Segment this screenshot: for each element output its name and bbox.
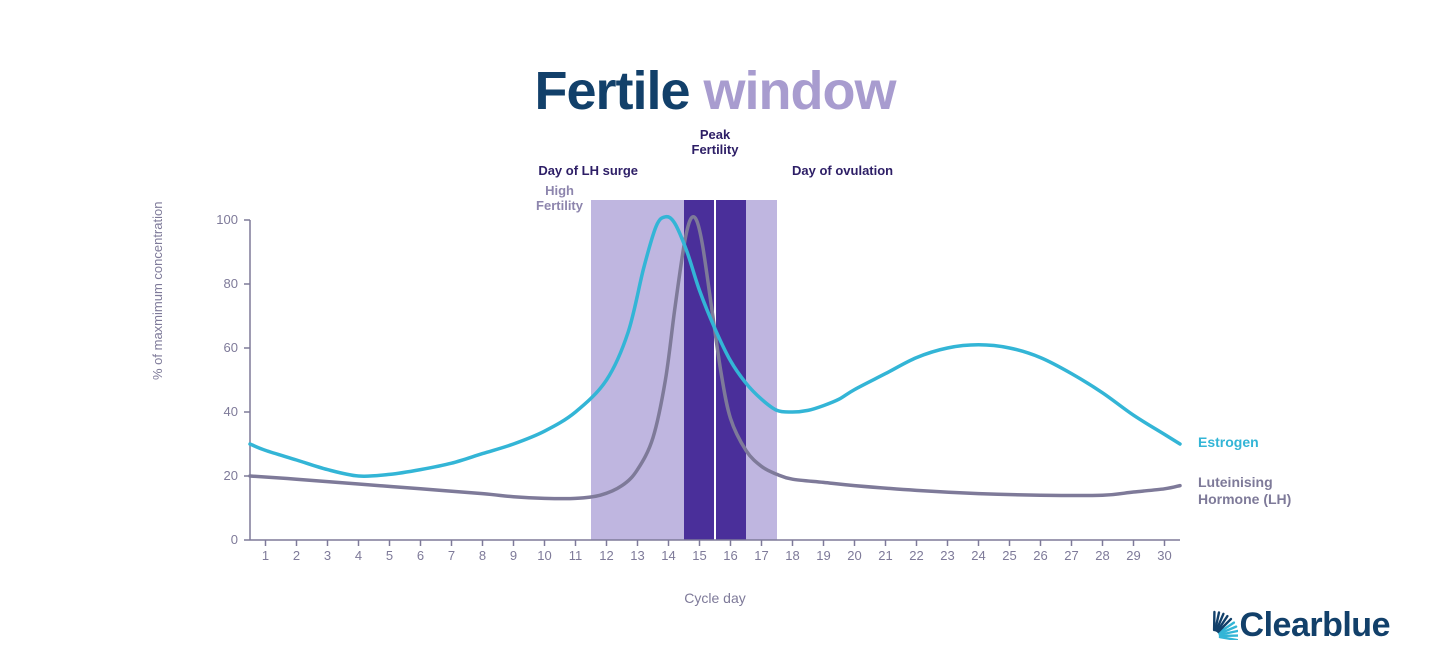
x-axis-label: Cycle day [0,590,1430,606]
svg-text:14: 14 [661,548,675,563]
svg-text:7: 7 [448,548,455,563]
title-word2: window [704,61,896,121]
page-title: Fertile window [0,60,1430,122]
svg-text:23: 23 [940,548,954,563]
legend-lh: LuteinisingHormone (LH) [1198,474,1291,509]
svg-text:12: 12 [599,548,613,563]
svg-text:21: 21 [878,548,892,563]
svg-text:40: 40 [224,404,238,419]
brand-logo: Clearblue [1204,606,1390,649]
chart-svg: 0204060801001234567891011121314151617181… [190,200,1200,570]
svg-text:3: 3 [324,548,331,563]
svg-text:5: 5 [386,548,393,563]
high-fertility-label: HighFertility [536,184,583,214]
svg-text:4: 4 [355,548,362,563]
svg-text:28: 28 [1095,548,1109,563]
svg-text:13: 13 [630,548,644,563]
svg-text:19: 19 [816,548,830,563]
svg-text:2: 2 [293,548,300,563]
svg-text:8: 8 [479,548,486,563]
svg-text:6: 6 [417,548,424,563]
legend-estrogen: Estrogen [1198,434,1259,452]
svg-text:60: 60 [224,340,238,355]
peak-fertility-label: PeakFertility [692,128,739,158]
svg-text:30: 30 [1157,548,1171,563]
fertile-window-chart: 0204060801001234567891011121314151617181… [190,200,1200,570]
svg-text:0: 0 [231,532,238,547]
svg-text:26: 26 [1033,548,1047,563]
svg-text:18: 18 [785,548,799,563]
svg-text:20: 20 [847,548,861,563]
y-axis-label: % of maxmimum concentration [150,202,165,380]
svg-text:100: 100 [216,212,238,227]
svg-text:16: 16 [723,548,737,563]
svg-text:17: 17 [754,548,768,563]
svg-text:9: 9 [510,548,517,563]
svg-text:10: 10 [537,548,551,563]
svg-text:11: 11 [569,548,583,563]
title-word1: Fertile [534,61,689,121]
svg-text:24: 24 [971,548,985,563]
svg-text:15: 15 [692,548,706,563]
svg-text:22: 22 [909,548,923,563]
svg-text:27: 27 [1064,548,1078,563]
svg-text:80: 80 [224,276,238,291]
ovulation-label: Day of ovulation [792,164,893,179]
lh-surge-label: Day of LH surge [538,164,638,179]
svg-text:29: 29 [1126,548,1140,563]
brand-text: Clearblue [1240,606,1390,644]
brand-burst-icon [1204,610,1238,649]
svg-text:20: 20 [224,468,238,483]
svg-text:25: 25 [1002,548,1016,563]
svg-text:1: 1 [262,548,269,563]
